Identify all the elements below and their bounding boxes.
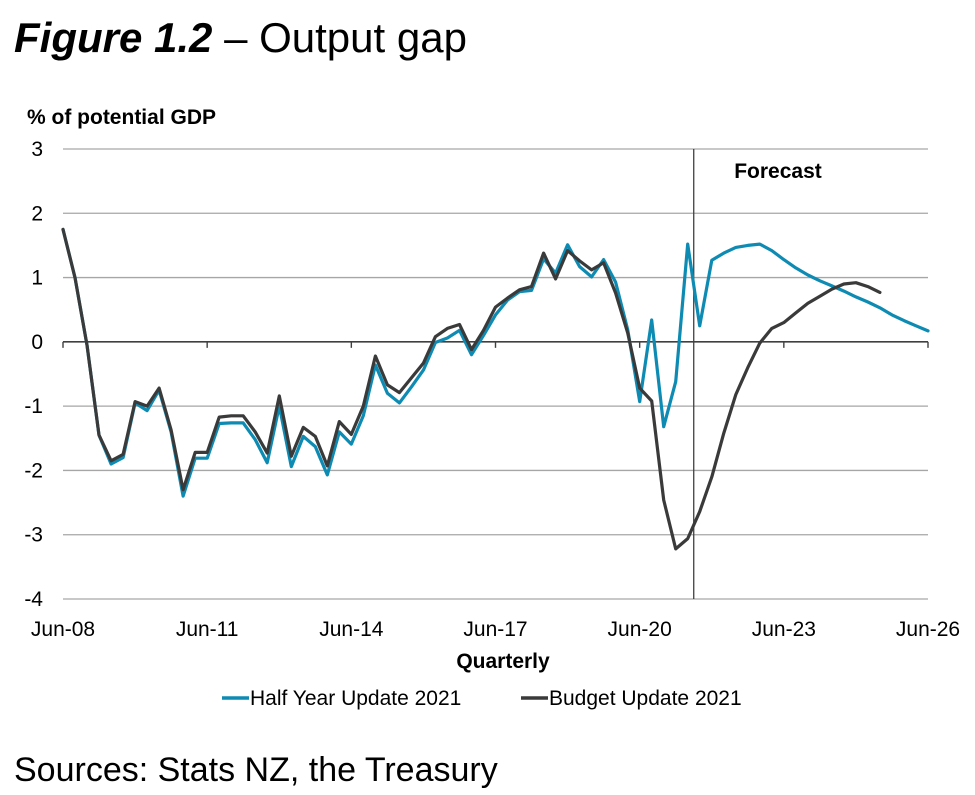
y-tick-label: -3 <box>24 524 43 547</box>
series-lines <box>61 227 930 551</box>
figure-number: Figure 1.2 <box>14 14 213 61</box>
sources-note: Sources: Stats NZ, the Treasury <box>14 751 498 789</box>
y-tick-label: -2 <box>24 459 43 482</box>
y-tick-label: -1 <box>24 395 43 418</box>
forecast-divider: Forecast <box>693 149 822 599</box>
y-axis-title: % of potential GDP <box>27 106 216 129</box>
legend-label: Budget Update 2021 <box>549 687 742 710</box>
legend-label: Half Year Update 2021 <box>250 687 461 710</box>
gridlines <box>63 148 928 600</box>
x-tick-label: Jun-17 <box>463 618 527 641</box>
legend: Half Year Update 2021 Budget Update 2021 <box>222 687 742 710</box>
y-tick-labels: 3 2 1 0 -1 -2 -3 -4 <box>24 138 43 611</box>
y-tick-label: 1 <box>31 267 43 290</box>
figure-title-text: Output gap <box>259 14 467 61</box>
x-tick-label: Jun-11 <box>176 618 239 641</box>
x-tick-label: Jun-20 <box>608 618 672 641</box>
figure-title-separator: – <box>212 14 260 61</box>
x-axis-title: Quarterly <box>456 650 550 673</box>
y-tick-label: 3 <box>31 138 43 161</box>
x-tick-label: Jun-23 <box>752 618 816 641</box>
x-tick-label: Jun-14 <box>319 618 384 641</box>
x-tick-label: Jun-08 <box>31 618 95 641</box>
series-line-budget-update <box>61 227 882 551</box>
series-line-half-year-update <box>61 227 930 498</box>
x-axis: Jun-08 Jun-11 Jun-14 Jun-17 Jun-20 Jun-23 Jun-… <box>31 341 960 641</box>
figure-title: Figure 1.2 – Output gap <box>14 8 467 68</box>
y-tick-label: -4 <box>24 588 43 611</box>
forecast-label: Forecast <box>734 160 822 183</box>
y-tick-label: 2 <box>31 202 43 225</box>
x-tick-label: Jun-26 <box>896 618 960 641</box>
y-tick-label: 0 <box>31 331 43 354</box>
